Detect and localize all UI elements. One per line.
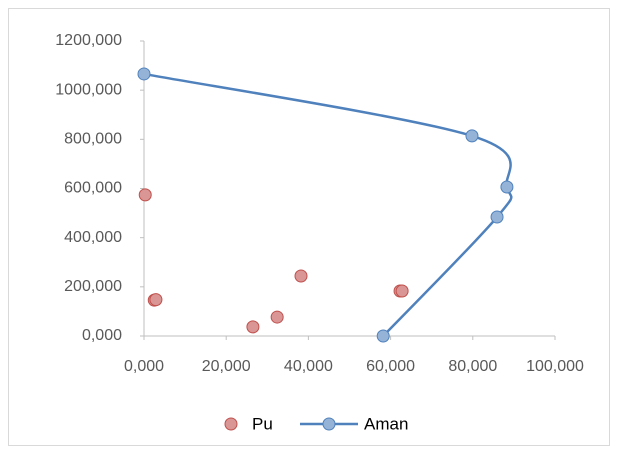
y-tick-label: 800,000 — [64, 131, 122, 148]
y-tick-label: 0,000 — [82, 327, 122, 344]
y-tick-label: 400,000 — [64, 229, 122, 246]
y-tick-label: 1000,000 — [55, 81, 122, 98]
legend-marker — [224, 417, 238, 431]
x-tick-label: 0,000 — [124, 358, 164, 375]
point — [149, 293, 163, 307]
point — [270, 310, 284, 324]
y-tick-label: 200,000 — [64, 278, 122, 295]
point — [246, 320, 260, 334]
legend: Pu Aman — [224, 414, 408, 433]
x-tick-label: 80,000 — [448, 358, 497, 375]
point — [500, 180, 514, 194]
x-tick-label: 20,000 — [202, 358, 251, 375]
legend-label: Aman — [364, 414, 408, 433]
point — [465, 129, 479, 143]
y-tick-label: 1200,000 — [55, 32, 122, 49]
x-tick-label: 40,000 — [284, 358, 333, 375]
x-tick-label: 60,000 — [366, 358, 415, 375]
point — [294, 269, 308, 283]
x-tick-label: 100,000 — [526, 358, 584, 375]
y-tick-label: 600,000 — [64, 180, 122, 197]
point — [490, 210, 504, 224]
point — [376, 329, 390, 343]
point — [138, 188, 152, 202]
point — [395, 284, 409, 298]
series-line — [143, 72, 513, 337]
chart-border — [8, 8, 610, 446]
legend-label: Pu — [252, 414, 273, 433]
legend-marker — [322, 417, 336, 431]
point — [137, 67, 151, 81]
